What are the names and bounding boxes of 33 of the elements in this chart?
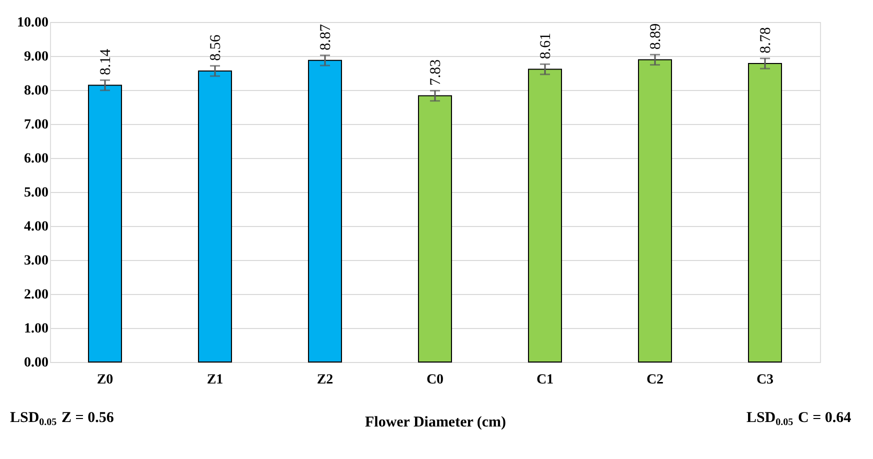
data-label: 8.78: [758, 27, 774, 54]
x-tick-label: Z0: [96, 372, 114, 388]
data-label: 8.87: [318, 24, 334, 50]
bar: [528, 68, 562, 362]
x-tick-label: Z1: [206, 372, 224, 388]
bar: [198, 70, 232, 362]
bar: [88, 84, 122, 362]
bar: [748, 62, 782, 362]
y-tick-label: 4.00: [24, 220, 48, 234]
y-tick-label: 9.00: [24, 50, 48, 64]
y-tick-label: 7.00: [24, 118, 48, 132]
bar: [638, 59, 672, 362]
x-tick-label: C1: [536, 372, 554, 388]
bar: [308, 60, 342, 362]
y-tick-label: 8.00: [24, 84, 48, 98]
y-tick-label: 0.00: [24, 356, 48, 370]
x-tick-label: C3: [756, 372, 774, 388]
y-tick-label: 10.00: [17, 16, 48, 30]
x-axis-title: Flower Diameter (cm): [364, 414, 506, 430]
data-label: 8.56: [208, 34, 224, 61]
x-tick-label: Z2: [316, 372, 334, 388]
data-label: 8.89: [648, 23, 664, 50]
data-label: 7.83: [428, 59, 444, 86]
data-label: 8.61: [538, 32, 554, 60]
bar: [418, 95, 452, 362]
data-label: 8.14: [98, 48, 114, 76]
y-tick-label: 3.00: [24, 254, 48, 268]
x-tick-label: C2: [646, 372, 664, 388]
y-tick-label: 5.00: [24, 186, 48, 200]
y-tick-label: 1.00: [24, 322, 48, 336]
y-tick-label: 2.00: [24, 288, 48, 302]
y-tick-label: 6.00: [24, 152, 48, 166]
x-tick-label: C0: [426, 372, 444, 388]
